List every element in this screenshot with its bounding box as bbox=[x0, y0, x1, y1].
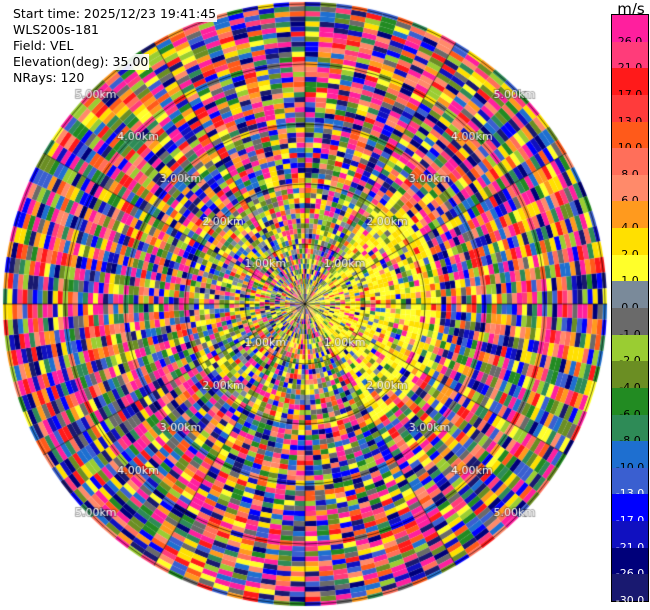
station-label: WLS200s-181 bbox=[12, 22, 100, 38]
colorbar-segment bbox=[612, 41, 648, 69]
colorbar-segment bbox=[612, 361, 648, 389]
colorbar-segment bbox=[612, 254, 648, 282]
colorbar-segment bbox=[612, 68, 648, 96]
plot-info: Start time: 2025/12/23 19:41:45 WLS200s-… bbox=[12, 6, 218, 86]
colorbar-tick-label: -30.0 bbox=[615, 594, 645, 607]
colorbar-segment bbox=[612, 148, 648, 176]
colorbar: 26.021.017.013.010.08.06.04.02.01.00.0-1… bbox=[611, 14, 649, 607]
colorbar-unit: m/s bbox=[617, 0, 645, 18]
colorbar-segment bbox=[612, 94, 648, 123]
colorbar-segment bbox=[612, 228, 648, 256]
colorbar-segment bbox=[612, 574, 648, 602]
colorbar-segment bbox=[612, 334, 648, 362]
colorbar-segment bbox=[612, 15, 648, 43]
nrays-label: NRays: 120 bbox=[12, 70, 86, 86]
colorbar-segment bbox=[612, 494, 648, 522]
colorbar-segment bbox=[612, 121, 648, 149]
colorbar-segment bbox=[612, 547, 648, 575]
elevation-label: Elevation(deg): 35.00 bbox=[12, 54, 150, 70]
start-time-label: Start time: 2025/12/23 19:41:45 bbox=[12, 6, 218, 22]
colorbar-segment bbox=[612, 414, 648, 442]
colorbar-segment bbox=[612, 201, 648, 229]
colorbar-segment bbox=[612, 387, 648, 416]
colorbar-segment bbox=[612, 441, 648, 469]
field-label: Field: VEL bbox=[12, 38, 75, 54]
colorbar-segment bbox=[612, 467, 648, 495]
colorbar-segment bbox=[612, 174, 648, 202]
radar-ppi-plot bbox=[0, 0, 610, 610]
colorbar-segment bbox=[612, 521, 648, 549]
colorbar-segment bbox=[612, 308, 648, 336]
colorbar-segment bbox=[612, 281, 648, 309]
